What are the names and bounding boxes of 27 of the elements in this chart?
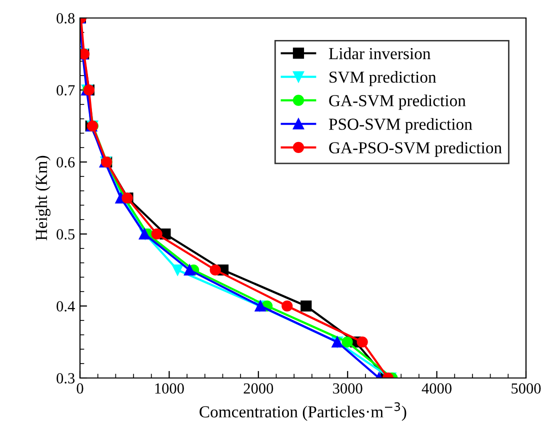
point	[342, 336, 353, 348]
point	[300, 300, 312, 312]
y-tick-label: 0.8	[56, 13, 75, 24]
y-axis-title: Height (Km)	[35, 156, 50, 240]
point	[151, 228, 162, 240]
point	[356, 336, 368, 348]
y-tick-label: 0.3	[56, 373, 75, 384]
point	[210, 264, 221, 276]
y-tick-label: 0.6	[56, 157, 75, 168]
x-tick-label: 0	[76, 383, 84, 394]
x-tick-label: 4000	[422, 383, 452, 394]
y-tick-label: 0.4	[56, 301, 75, 312]
legend-label: PSO-SVM prediction	[328, 118, 472, 134]
x-tick-label: 2000	[244, 383, 274, 394]
x-tick-label: 1000	[155, 383, 184, 394]
legend-label: GA-PSO-SVM prediction	[329, 142, 502, 157]
legend-label: GA-SVM prediction	[329, 94, 466, 110]
x-tick-label: 3000	[333, 383, 362, 394]
legend-label: Lidar inversion	[328, 48, 431, 60]
x-axis-title: Comcentration (Particles·m$^{−3}$)	[200, 402, 406, 421]
y-tick-label: 0.5	[56, 229, 75, 240]
point	[172, 264, 184, 276]
x-tick-label: 5000	[512, 383, 541, 394]
y-tick-label: 0.7	[56, 85, 75, 96]
point	[282, 300, 293, 312]
legend-label: SVM prediction	[330, 71, 436, 86]
point	[184, 264, 196, 276]
